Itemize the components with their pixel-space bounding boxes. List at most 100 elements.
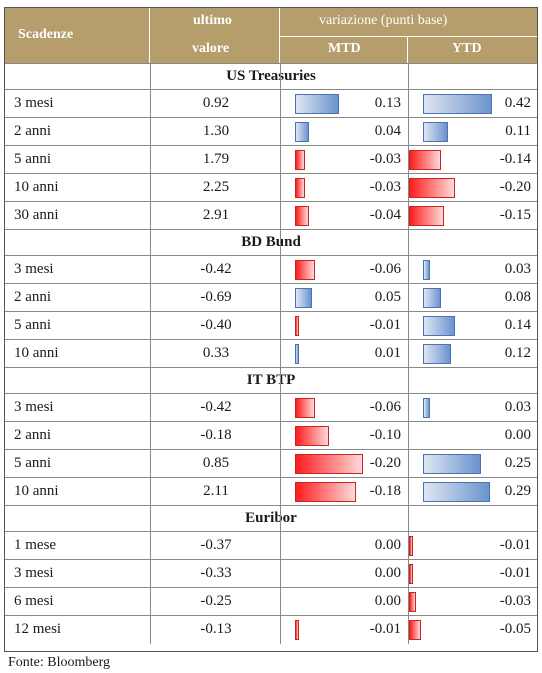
- maturity-label: 12 mesi: [14, 621, 62, 637]
- section-divider: [5, 63, 537, 64]
- mtd-bar: [295, 260, 316, 280]
- table-header: Scadenze ultimo valore variazione (punti…: [5, 8, 537, 63]
- mtd-bar: [295, 454, 363, 474]
- ytd-change: 0.42: [504, 95, 531, 111]
- ytd-change: -0.14: [499, 151, 531, 167]
- section-title: US Treasuries: [226, 68, 316, 84]
- ytd-change: -0.15: [499, 207, 531, 223]
- ytd-change: -0.05: [499, 621, 531, 637]
- table-row: 3 mesi -0.42 -0.06 0.03: [5, 255, 537, 284]
- maturity-label: 10 anni: [14, 179, 59, 195]
- table-row: 2 anni -0.18 -0.10 0.00: [5, 421, 537, 450]
- header-divider: [279, 36, 537, 37]
- mtd-change: -0.04: [369, 207, 401, 223]
- maturity-label: 1 mese: [14, 537, 57, 553]
- ytd-change: 0.25: [504, 455, 531, 471]
- table-row: 10 anni 0.33 0.01 0.12: [5, 339, 537, 368]
- mtd-change: 0.05: [374, 289, 401, 305]
- last-value: -0.18: [200, 427, 232, 443]
- mtd-bar: [295, 426, 329, 446]
- row-divider: [5, 421, 537, 422]
- ytd-bar: [423, 454, 481, 474]
- table-row: 3 mesi -0.33 0.00 -0.01: [5, 559, 537, 588]
- ytd-bar: [423, 288, 442, 308]
- table-row: 6 mesi -0.25 0.00 -0.03: [5, 587, 537, 616]
- row-divider: [5, 145, 537, 146]
- mtd-change: 0.00: [374, 565, 401, 581]
- maturity-label: 2 anni: [14, 427, 52, 443]
- mtd-change: -0.01: [369, 317, 401, 333]
- last-value: -0.40: [200, 317, 232, 333]
- table-row: 5 anni -0.40 -0.01 0.14: [5, 311, 537, 340]
- maturity-label: 3 mesi: [14, 95, 54, 111]
- row-divider: [5, 477, 537, 478]
- ytd-bar: [409, 564, 413, 584]
- mtd-bar: [295, 122, 309, 142]
- mtd-bar: [295, 620, 299, 640]
- ytd-bar: [423, 482, 490, 502]
- mtd-change: -0.03: [369, 179, 401, 195]
- maturity-label: 5 anni: [14, 317, 52, 333]
- table-row: 10 anni 2.11 -0.18 0.29: [5, 477, 537, 506]
- row-divider: [5, 587, 537, 588]
- table-row: 5 anni 1.79 -0.03 -0.14: [5, 145, 537, 174]
- section-title: Euribor: [245, 510, 297, 526]
- last-value: -0.13: [200, 621, 232, 637]
- row-divider: [5, 339, 537, 340]
- maturity-label: 2 anni: [14, 123, 52, 139]
- table-row: 3 mesi -0.42 -0.06 0.03: [5, 393, 537, 422]
- row-divider: [5, 393, 537, 394]
- maturity-label: 30 anni: [14, 207, 59, 223]
- ytd-change: 0.11: [505, 123, 531, 139]
- table-row: 2 anni 1.30 0.04 0.11: [5, 117, 537, 146]
- table-row: 3 mesi 0.92 0.13 0.42: [5, 89, 537, 118]
- row-divider: [5, 117, 537, 118]
- ytd-bar: [409, 150, 442, 170]
- mtd-bar: [295, 178, 306, 198]
- last-value: -0.42: [200, 261, 232, 277]
- mtd-bar: [295, 150, 306, 170]
- source-note: Fonte: Bloomberg: [8, 655, 111, 670]
- last-value: 2.91: [202, 207, 230, 223]
- row-divider: [5, 255, 537, 256]
- table-row: 12 mesi -0.13 -0.01 -0.05: [5, 615, 537, 644]
- maturity-label: 6 mesi: [14, 593, 54, 609]
- maturity-label: 3 mesi: [14, 399, 54, 415]
- last-value: -0.33: [200, 565, 232, 581]
- section-title: IT BTP: [246, 372, 296, 388]
- row-divider: [5, 559, 537, 560]
- mtd-change: 0.04: [374, 123, 401, 139]
- maturity-label: 3 mesi: [14, 565, 54, 581]
- row-divider: [5, 201, 537, 202]
- row-divider: [5, 449, 537, 450]
- last-value: -0.42: [200, 399, 232, 415]
- ytd-change: -0.03: [499, 593, 531, 609]
- section-divider: [5, 229, 537, 230]
- ytd-change: 0.14: [504, 317, 531, 333]
- mtd-change: 0.00: [374, 537, 401, 553]
- mtd-change: -0.20: [369, 455, 401, 471]
- last-value: 1.79: [202, 151, 230, 167]
- maturity-label: 2 anni: [14, 289, 52, 305]
- ytd-bar: [409, 536, 413, 556]
- last-value: 2.25: [202, 179, 230, 195]
- mtd-change: -0.06: [369, 261, 401, 277]
- header-variazione: variazione (punti base): [319, 13, 448, 28]
- column-divider: [408, 64, 409, 644]
- ytd-change: 0.03: [504, 399, 531, 415]
- maturity-label: 5 anni: [14, 455, 52, 471]
- mtd-change: 0.01: [374, 345, 401, 361]
- ytd-bar: [409, 592, 416, 612]
- mtd-change: 0.00: [374, 593, 401, 609]
- ytd-change: 0.12: [504, 345, 531, 361]
- table-row: 10 anni 2.25 -0.03 -0.20: [5, 173, 537, 202]
- last-value: 1.30: [202, 123, 230, 139]
- ytd-bar: [423, 398, 430, 418]
- ytd-bar: [409, 620, 421, 640]
- table-row: 1 mese -0.37 0.00 -0.01: [5, 531, 537, 560]
- mtd-change: -0.03: [369, 151, 401, 167]
- row-divider: [5, 311, 537, 312]
- last-value: -0.69: [200, 289, 232, 305]
- ytd-change: -0.01: [499, 537, 531, 553]
- mtd-bar: [295, 316, 299, 336]
